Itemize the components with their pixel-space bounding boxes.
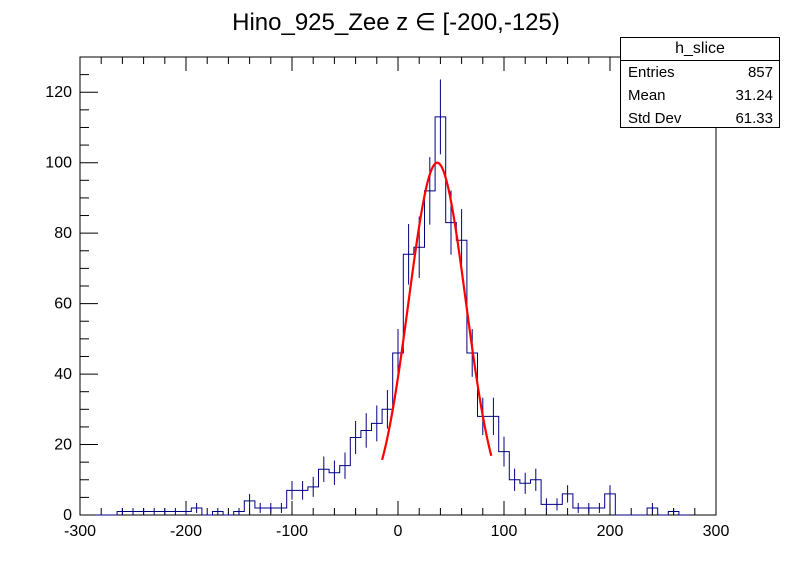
stats-value: 857 <box>747 64 773 81</box>
stats-value: 31.24 <box>735 87 773 104</box>
y-tick-label: 0 <box>63 507 72 524</box>
stats-label: Entries <box>628 64 675 81</box>
stats-value: 61.33 <box>735 110 773 127</box>
stats-label: Std Dev <box>628 110 682 127</box>
x-tick-label: 200 <box>597 523 624 540</box>
x-tick-label: -200 <box>170 523 202 540</box>
histogram-outline <box>95 116 690 516</box>
stats-label: Mean <box>628 87 666 104</box>
x-tick-label: -100 <box>276 523 308 540</box>
stats-row-entries: Entries 857 <box>621 61 779 84</box>
x-tick-label: 100 <box>491 523 518 540</box>
stats-row-mean: Mean 31.24 <box>621 84 779 107</box>
x-tick-label: 300 <box>703 523 730 540</box>
y-tick-label: 40 <box>54 366 72 383</box>
y-tick-label: 80 <box>54 225 72 242</box>
y-tick-label: 120 <box>45 84 72 101</box>
y-tick-label: 60 <box>54 296 72 313</box>
histogram-bins <box>95 79 690 516</box>
y-tick-label: 20 <box>54 437 72 454</box>
fit-curve <box>381 161 493 461</box>
x-tick-label: 0 <box>394 523 403 540</box>
x-tick-label: -300 <box>64 523 96 540</box>
stats-title: h_slice <box>621 38 779 61</box>
y-tick-label: 100 <box>45 155 72 172</box>
stats-box: h_slice Entries 857 Mean 31.24 Std Dev 6… <box>620 37 780 128</box>
stats-row-stddev: Std Dev 61.33 <box>621 107 779 130</box>
fit-curve-layer <box>381 161 493 461</box>
chart-title: Hino_925_Zee z ∈ [-200,-125) <box>232 9 560 36</box>
